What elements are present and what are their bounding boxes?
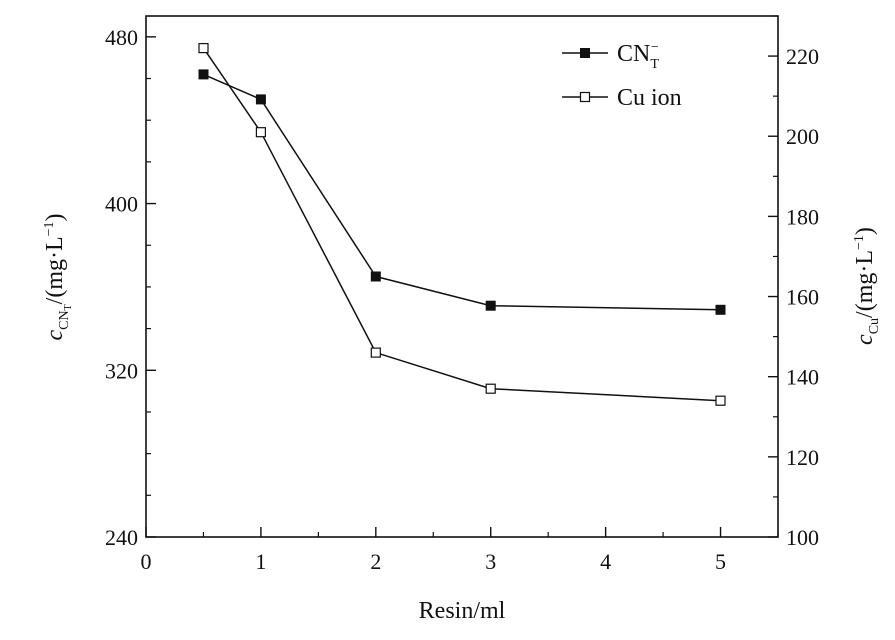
right-y-tick-label: 100 [786, 525, 819, 550]
right-y-tick-label: 140 [786, 365, 819, 390]
legend: CNT− Cu ion [562, 40, 682, 111]
right-y-axis-label: cCu/(mg·L−1) [852, 227, 882, 345]
series-1-point [255, 127, 266, 138]
right-y-tick-label: 160 [786, 285, 819, 310]
legend-marker-cu [579, 91, 591, 103]
legend-label-cu: Cu ion [617, 85, 682, 111]
x-tick-label: 4 [600, 549, 611, 574]
series-0-point [255, 94, 266, 105]
series-1-point [370, 347, 381, 358]
left-y-tick-label: 400 [105, 192, 138, 217]
left-y-tick-label: 320 [105, 358, 138, 383]
left-y-tick-label: 240 [105, 525, 138, 550]
x-tick-label: 1 [255, 549, 266, 574]
series-0-point [485, 300, 496, 311]
series-0-point [715, 304, 726, 315]
legend-marker-cn [580, 48, 590, 58]
x-axis-ticks: 0 1 2 3 4 5 [141, 527, 779, 574]
x-axis-label: Resin/ml [419, 598, 506, 624]
left-y-axis-ticks: 240 320 400 480 [105, 25, 156, 550]
series-layer [198, 42, 726, 406]
x-tick-label: 5 [715, 549, 726, 574]
left-y-axis-label: cCNT/(mg·L−1) [42, 213, 74, 340]
x-tick-label: 0 [141, 549, 152, 574]
plot-frame [145, 15, 779, 538]
right-y-tick-label: 180 [786, 204, 819, 229]
x-tick-label: 2 [370, 549, 381, 574]
series-1-point [715, 395, 726, 406]
series-1-point [485, 383, 496, 394]
series-1-point [198, 42, 209, 54]
right-y-tick-label: 220 [786, 44, 819, 69]
left-y-tick-label: 480 [105, 25, 138, 50]
right-y-axis-ticks: 100 120 140 160 180 200 220 [768, 15, 819, 550]
series-0-point [370, 271, 381, 282]
x-tick-label: 3 [485, 549, 496, 574]
series-0-point [198, 69, 209, 80]
right-y-tick-label: 200 [786, 124, 819, 149]
legend-label-cn: CNT− [617, 40, 659, 72]
right-y-tick-label: 120 [786, 445, 819, 470]
